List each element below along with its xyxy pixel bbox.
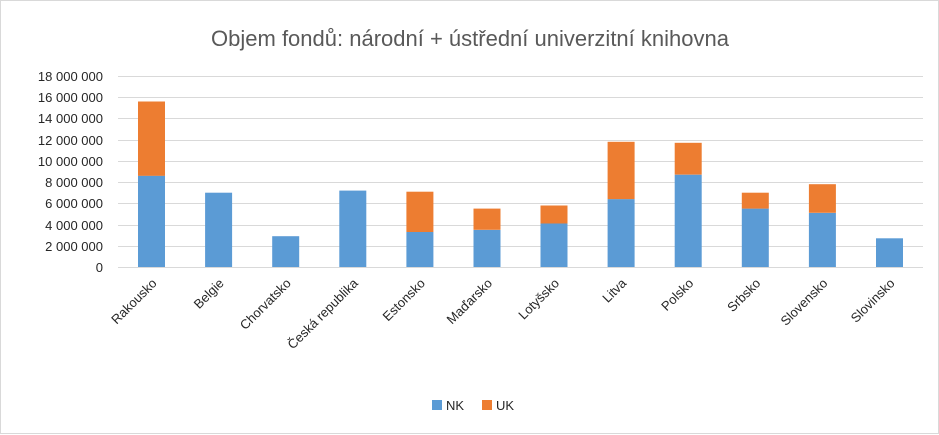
x-tick-label: Belgie xyxy=(191,276,227,312)
bar-nk-0 xyxy=(138,175,165,267)
bar-uk-10 xyxy=(808,184,836,213)
bar-uk-4 xyxy=(406,191,434,232)
y-tick-label: 18 000 000 xyxy=(38,69,103,84)
bar-nk-11 xyxy=(876,238,903,267)
bar-uk-7 xyxy=(607,141,635,200)
bar-nk-7 xyxy=(607,199,635,267)
bar-uk-8 xyxy=(674,142,702,175)
x-tick-label: Maďarsko xyxy=(444,276,496,328)
bar-uk-9 xyxy=(741,192,769,209)
y-tick-label: 12 000 000 xyxy=(38,133,103,148)
y-tick-label: 4 000 000 xyxy=(45,218,103,233)
bar-nk-9 xyxy=(741,208,769,267)
x-tick-label: Rakousko xyxy=(108,276,159,327)
y-tick-label: 10 000 000 xyxy=(38,154,103,169)
y-tick-label: 0 xyxy=(96,260,103,275)
bar-nk-10 xyxy=(808,212,836,267)
legend-label-nk: NK xyxy=(446,398,464,413)
bar-uk-5 xyxy=(473,208,501,230)
y-tick-label: 14 000 000 xyxy=(38,111,103,126)
bar-nk-2 xyxy=(272,236,300,267)
bar-nk-3 xyxy=(339,190,367,267)
gridlines xyxy=(118,76,923,268)
bars xyxy=(138,101,903,267)
y-axis-tick-labels: 0 2 000 000 4 000 000 6 000 000 8 000 000 10 … xyxy=(38,69,103,275)
y-tick-label: 8 000 000 xyxy=(45,175,103,190)
bar-nk-5 xyxy=(473,229,501,267)
x-tick-label: Estonsko xyxy=(380,276,428,324)
x-tick-label: Litva xyxy=(599,275,630,306)
x-tick-label: Slovinsko xyxy=(848,276,898,326)
legend-label-uk: UK xyxy=(496,398,514,413)
x-tick-label: Slovensko xyxy=(777,276,830,329)
bar-nk-8 xyxy=(674,174,702,267)
y-tick-label: 2 000 000 xyxy=(45,239,103,254)
x-tick-label: Srbsko xyxy=(724,276,763,315)
chart-title: Objem fondů: národní + ústřední univerzi… xyxy=(211,26,730,51)
legend-swatch-nk xyxy=(432,400,442,410)
bar-nk-1 xyxy=(205,192,233,267)
x-tick-label: Lotyšsko xyxy=(515,276,562,323)
legend-swatch-uk xyxy=(482,400,492,410)
bar-uk-6 xyxy=(540,205,568,224)
x-tick-label: Česká republika xyxy=(284,275,361,352)
y-tick-label: 6 000 000 xyxy=(45,196,103,211)
bar-uk-0 xyxy=(138,101,165,176)
legend: NK UK xyxy=(432,398,514,413)
bar-nk-6 xyxy=(540,223,568,267)
bar-nk-4 xyxy=(406,232,434,267)
x-tick-label: Polsko xyxy=(658,276,696,314)
y-tick-label: 16 000 000 xyxy=(38,90,103,105)
x-tick-label: Chorvatsko xyxy=(237,276,294,333)
